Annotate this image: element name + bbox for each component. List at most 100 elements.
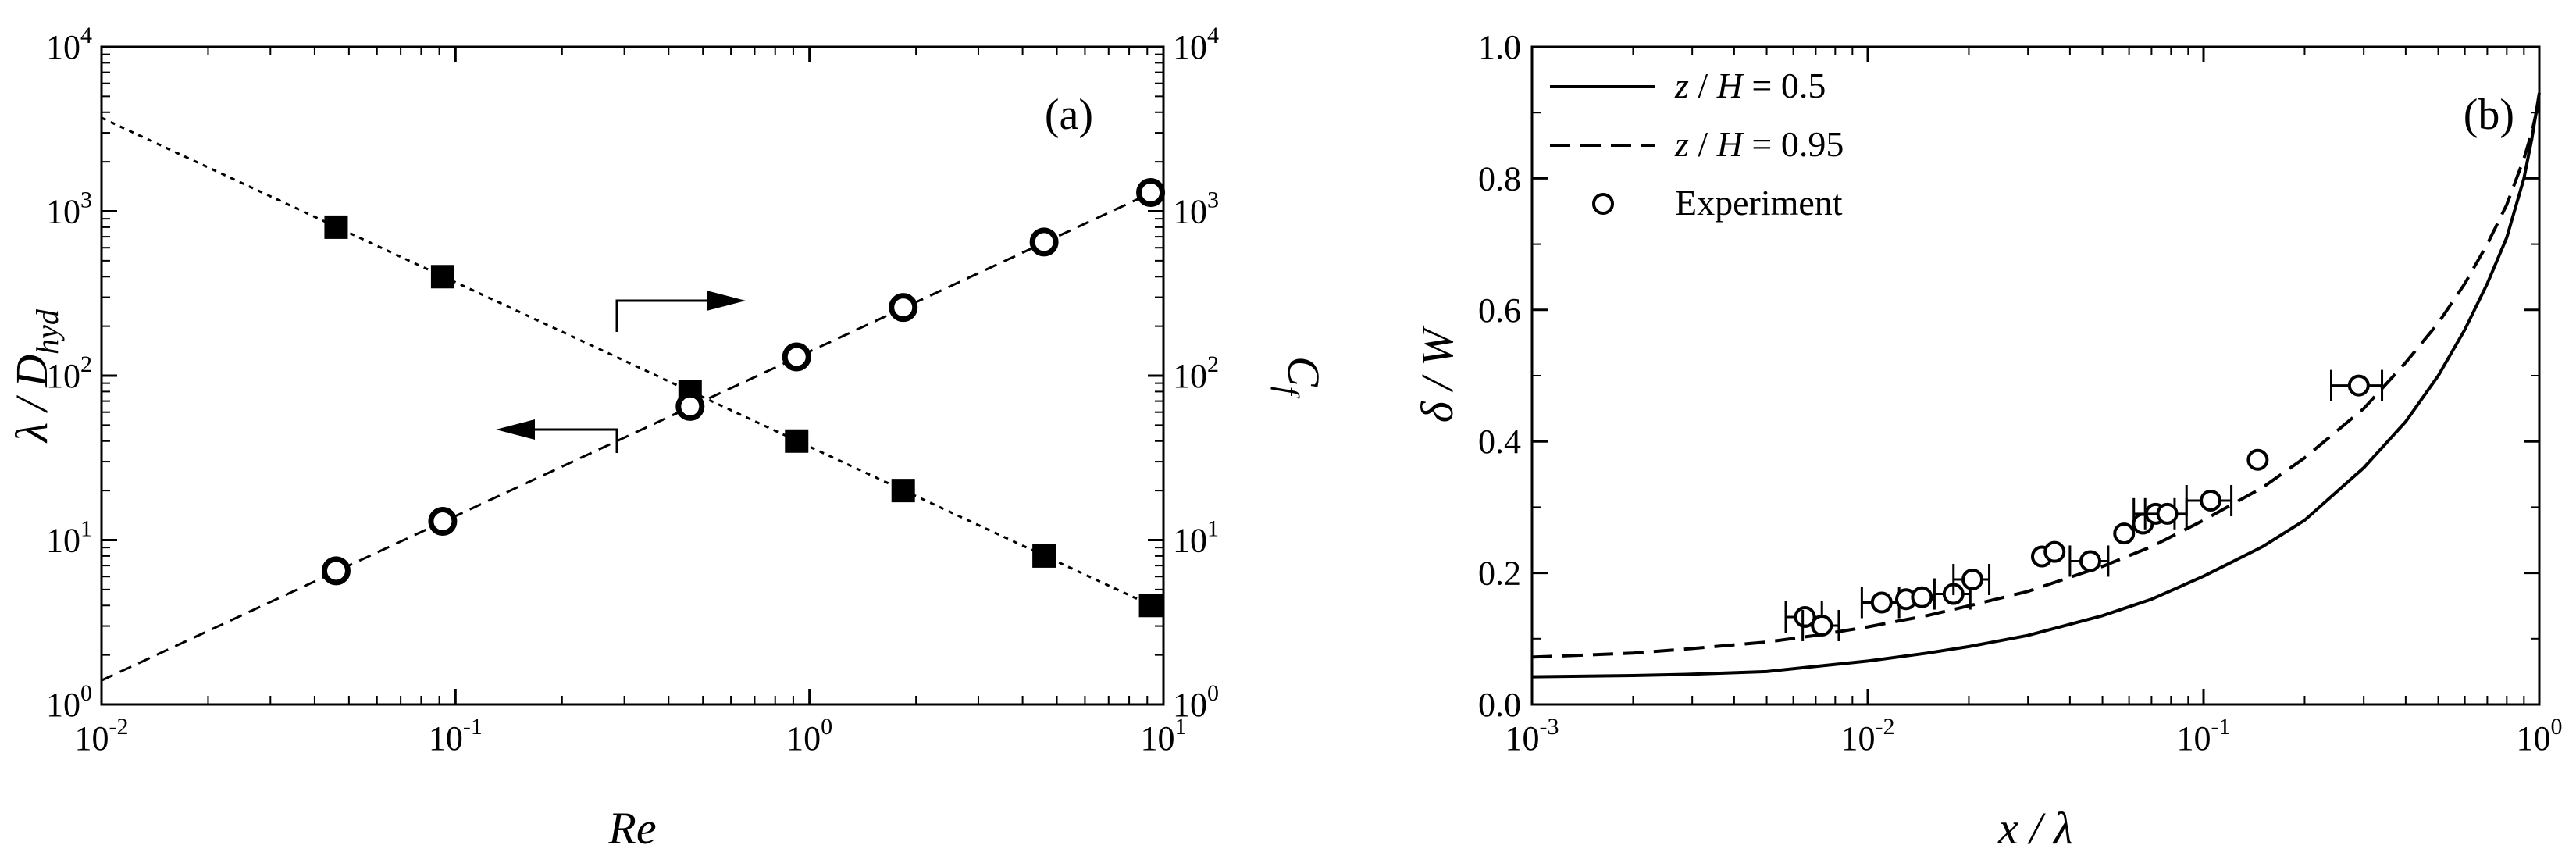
panel-a-y2tick-label-base: 10 xyxy=(1173,686,1207,724)
panel-a-y2tick-label-exp: 3 xyxy=(1207,187,1219,213)
panel-a-square-point xyxy=(1032,544,1056,568)
panel-b-legend-label-part: z xyxy=(1674,66,1689,105)
panel-a-ytick-label-exp: 4 xyxy=(80,23,92,48)
panel-b-xtick-label: 100 xyxy=(2517,714,2563,758)
panel-a-circle-point xyxy=(675,391,705,421)
panel-a-square-point xyxy=(785,429,809,453)
panel-a-y2tick-label: 103 xyxy=(1173,187,1219,231)
panel-b-legend-label-part: / xyxy=(1689,124,1717,164)
panel-a-ytick-label: 102 xyxy=(46,351,92,395)
panel-b-xtick-label: 10-1 xyxy=(2177,714,2231,758)
panel-b-experiment-point xyxy=(2079,550,2101,572)
panel-b-xlabel: x / λ xyxy=(1997,803,2073,854)
panel-a-xtick-label-exp: 0 xyxy=(821,714,832,740)
panel-b-experiment-point xyxy=(2200,489,2222,512)
panel-a-ytick-label-base: 10 xyxy=(46,686,80,724)
panel-a-y2label-sub: f xyxy=(1270,387,1306,399)
panel-b-xtick-label-base: 10 xyxy=(1841,719,1876,758)
panel-b-legend: z / H = 0.5 z / H = 0.95 Experiment xyxy=(1550,66,1844,223)
panel-a-y2tick-label-base: 10 xyxy=(1173,357,1207,395)
panel-a-axis-arrows xyxy=(496,291,746,453)
panel-b-xtick-label: 10-2 xyxy=(1841,714,1895,758)
panel-b-legend-label-part: H xyxy=(1716,66,1745,105)
panel-b-legend-label-part: / xyxy=(1689,66,1717,105)
panel-a-xtick-label-base: 10 xyxy=(1141,719,1175,758)
panel-a-ytick-label-exp: 0 xyxy=(80,680,92,706)
panel-a-y2tick-label-exp: 2 xyxy=(1207,351,1219,377)
panel-b-ylabel: δ / W xyxy=(1412,325,1463,423)
panel-a-xtick-label: 10-1 xyxy=(429,714,483,758)
panel-b-curve-solid xyxy=(1531,92,2541,679)
panel-a-xtick-label-exp: -2 xyxy=(109,714,129,740)
panel-a-y2label: Cf xyxy=(1270,356,1329,399)
panel-a-y2tick-label: 102 xyxy=(1173,351,1219,395)
panel-a-ytick-label-exp: 2 xyxy=(80,351,92,377)
panel-a-circle-point xyxy=(889,293,918,323)
panel-a-circle-point xyxy=(428,507,458,537)
panel-a-y2tick-label: 104 xyxy=(1173,23,1219,66)
panel-b-experiment-point xyxy=(2113,522,2136,545)
panel-a-xtick-label-exp: 1 xyxy=(1175,714,1187,740)
panel-a-right-axis-arrow xyxy=(615,299,730,332)
panel-a-ylabel: λ / Dhyd xyxy=(6,308,65,444)
panel-b-xtick-label-exp: 0 xyxy=(2551,714,2563,740)
panel-a-y2tick-label-base: 10 xyxy=(1173,193,1207,231)
panel-a-ytick-label-base: 10 xyxy=(46,357,80,395)
panel-a-y2tick-label: 100 xyxy=(1173,680,1219,724)
panel-b-ytick-label: 0.8 xyxy=(1478,159,1521,198)
panel-b-ytick-label: 0.6 xyxy=(1478,291,1521,330)
panel-b-ytick-label: 0.0 xyxy=(1478,686,1521,724)
panel-a-y2tick-label-exp: 0 xyxy=(1207,680,1219,706)
panel-a-ytick-label-exp: 3 xyxy=(80,187,92,213)
panel-b-tag: (b) xyxy=(2464,91,2514,139)
panel-a-xlabel: Re xyxy=(607,803,656,854)
panel-b-legend-label-part: = 0.5 xyxy=(1743,66,1826,105)
panel-b-legend-label: z / H = 0.95 xyxy=(1674,124,1844,164)
panel-b-xtick-label-base: 10 xyxy=(1505,719,1540,758)
panel-a-circle-point xyxy=(1136,178,1166,208)
panel-a-ytick-label-base: 10 xyxy=(46,28,80,66)
panel-b-experiment-point xyxy=(2347,374,2370,397)
panel-a-xtick-label-base: 10 xyxy=(75,719,109,758)
panel-a-y2tick-label-exp: 4 xyxy=(1207,23,1219,48)
panel-a-circle-point xyxy=(782,342,811,372)
panel-a-y2label-main: C xyxy=(1278,356,1329,387)
panel-b-experiment-point xyxy=(2043,540,2066,563)
panel-a-ytick-label: 103 xyxy=(46,187,92,231)
panel-b-curves xyxy=(1531,92,2541,679)
panel-b-legend-label: Experiment xyxy=(1675,183,1843,223)
panel-a-fit-line-right xyxy=(101,186,1164,682)
panel-a-y2tick-label-exp: 1 xyxy=(1207,516,1219,542)
panel-a-left-arrowhead xyxy=(496,419,535,440)
panel-a-fit-line-left xyxy=(101,116,1164,612)
panel-a-ytick-label: 101 xyxy=(46,516,92,560)
panel-b-legend-label-part: = 0.95 xyxy=(1743,124,1844,164)
panel-b-legend-marker xyxy=(1592,193,1614,215)
panel-a-xtick-label-exp: -1 xyxy=(463,714,483,740)
panel-b-xtick-label-base: 10 xyxy=(2177,719,2211,758)
panel-a-ylabel-sub: hyd xyxy=(30,308,65,355)
panel-b-ytick-label: 1.0 xyxy=(1478,28,1521,66)
panel-b-xtick-label: 10-3 xyxy=(1505,714,1559,758)
panel-a-circle-point xyxy=(1029,227,1059,257)
panel-a-y2tick-label-base: 10 xyxy=(1173,522,1207,560)
panel-a-ytick-label-base: 10 xyxy=(46,193,80,231)
panel-a-square-point xyxy=(324,215,348,239)
panel-a-tag: (a) xyxy=(1045,91,1093,139)
panel-b-experiment-point xyxy=(1911,586,1933,608)
panel-b-xtick-label-base: 10 xyxy=(2517,719,2551,758)
panel-b-experiment-markers xyxy=(1784,369,2384,641)
panel-a-xtick-label-base: 10 xyxy=(429,719,463,758)
panel-a-y2tick-label: 101 xyxy=(1173,516,1219,560)
panel-b-xtick-label-exp: -3 xyxy=(1540,714,1559,740)
panel-a-square-point xyxy=(430,265,454,289)
panel-b-xtick-label-exp: -1 xyxy=(2211,714,2231,740)
panel-a-ytick-label: 100 xyxy=(46,680,92,724)
panel-b-legend-label-part: H xyxy=(1716,124,1745,164)
panel-a-xtick-label: 10-2 xyxy=(75,714,129,758)
panel-a-xtick-label: 100 xyxy=(786,714,832,758)
panel-b-experiment-point xyxy=(1961,569,1984,591)
